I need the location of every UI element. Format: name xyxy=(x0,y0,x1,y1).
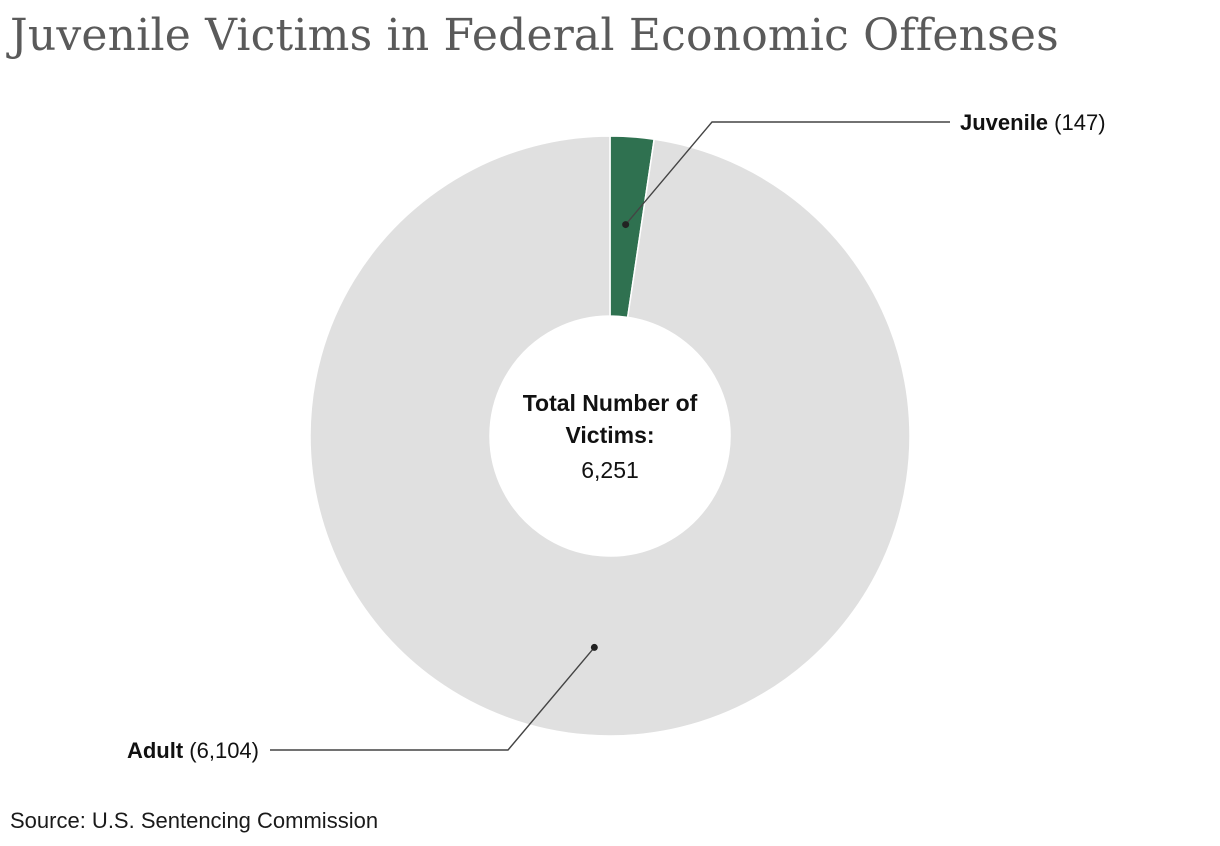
slice-label-adult: Adult (6,104) xyxy=(127,738,259,763)
leader-dot-adult xyxy=(590,643,598,651)
center-label-line2: Victims: xyxy=(565,422,654,448)
center-label: Total Number of Victims: 6,251 xyxy=(523,390,698,483)
source-note: Source: U.S. Sentencing Commission xyxy=(10,808,379,833)
slice-label-name: Adult xyxy=(127,738,184,763)
donut-slices xyxy=(309,135,911,737)
slice-label-name: Juvenile xyxy=(960,110,1048,135)
leader-line-adult xyxy=(270,646,595,751)
slice-adult xyxy=(309,135,911,737)
slice-label-value: (147) xyxy=(1048,110,1105,135)
leader-dot-juvenile xyxy=(622,221,630,229)
slice-label-value: (6,104) xyxy=(183,738,259,763)
slice-labels: Juvenile (147) Adult (6,104) xyxy=(127,110,1106,763)
slice-label-juvenile: Juvenile (147) xyxy=(960,110,1106,135)
leader-lines xyxy=(270,121,950,751)
center-total-value: 6,251 xyxy=(581,457,639,483)
leader-line-juvenile xyxy=(625,121,950,226)
center-label-line1: Total Number of xyxy=(523,390,698,416)
chart-title: Juvenile Victims in Federal Economic Off… xyxy=(10,10,1059,61)
